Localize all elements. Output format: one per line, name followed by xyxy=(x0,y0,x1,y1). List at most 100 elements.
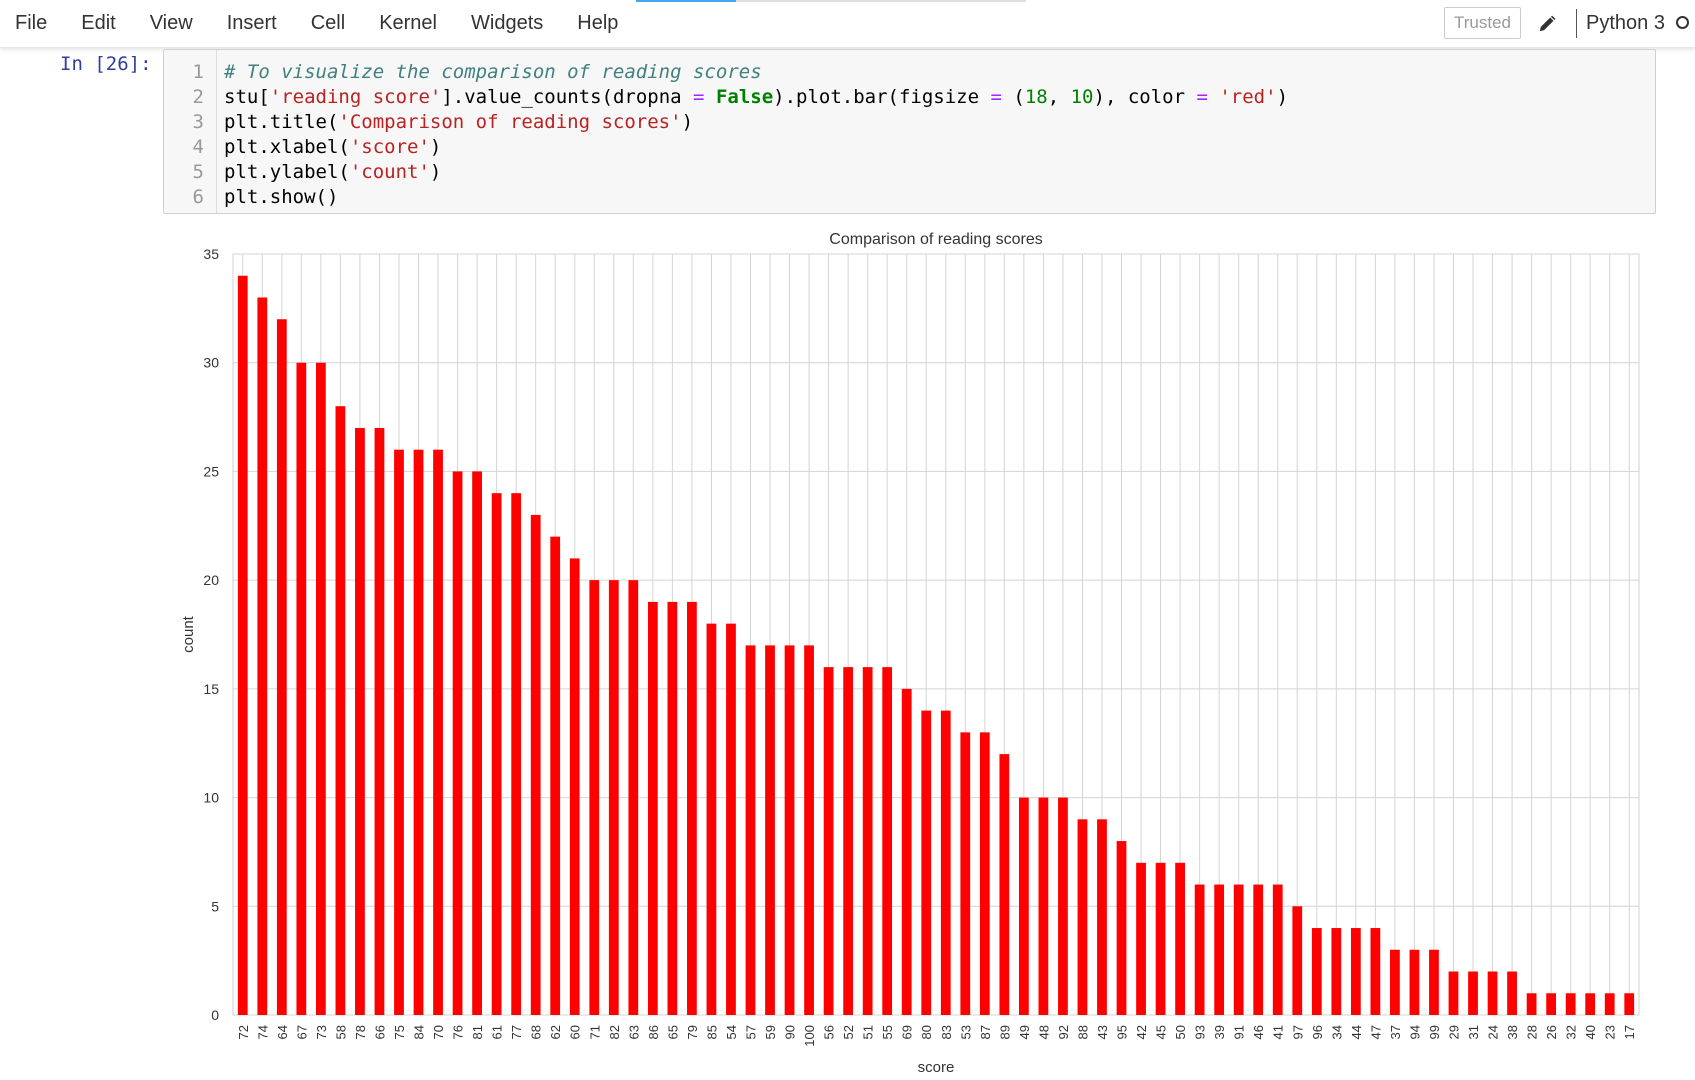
line-number: 3 xyxy=(192,111,204,133)
menu-kernel[interactable]: Kernel xyxy=(379,12,437,34)
bar xyxy=(804,645,814,1015)
code-token: ( xyxy=(1001,86,1025,108)
x-tick-label: 94 xyxy=(1407,1025,1422,1039)
bar xyxy=(628,580,639,1015)
bar xyxy=(355,427,365,1015)
bar xyxy=(550,536,561,1015)
code-input[interactable]: 1 # To visualize the comparison of readin… xyxy=(163,49,1656,214)
x-tick-label: 84 xyxy=(412,1025,427,1039)
menu-widgets[interactable]: Widgets xyxy=(471,12,544,34)
x-tick-label: 99 xyxy=(1427,1025,1442,1039)
x-tick-label: 23 xyxy=(1603,1025,1618,1039)
x-tick-label: 43 xyxy=(1095,1025,1110,1039)
bar xyxy=(901,688,912,1015)
menu-file[interactable]: File xyxy=(15,12,48,34)
x-tick-label: 75 xyxy=(392,1025,407,1039)
menu-insert[interactable]: Insert xyxy=(226,12,277,34)
bar xyxy=(1468,971,1478,1015)
x-tick-label: 69 xyxy=(900,1025,915,1039)
code-token: ) xyxy=(429,161,442,183)
bar xyxy=(1624,993,1635,1015)
code-token: plt.show() xyxy=(224,186,339,208)
x-tick-label: 77 xyxy=(509,1025,524,1039)
code-source: stu['reading score'].value_counts(dropna… xyxy=(224,85,1288,110)
x-tick-label: 52 xyxy=(841,1025,856,1039)
x-tick-label: 17 xyxy=(1622,1025,1637,1039)
x-tick-label: 91 xyxy=(1232,1025,1247,1039)
x-tick-label: 82 xyxy=(607,1025,622,1039)
bar xyxy=(1604,993,1615,1015)
bar xyxy=(276,319,287,1015)
bar xyxy=(765,645,775,1015)
code-token: = xyxy=(1196,86,1208,108)
x-tick-label: 50 xyxy=(1173,1025,1188,1039)
menu-bar: File Edit View Insert Cell Kernel Widget… xyxy=(0,0,1695,48)
code-line[interactable]: 1 # To visualize the comparison of readin… xyxy=(164,60,1655,85)
line-number: 1 xyxy=(192,61,204,83)
code-token: ].value_counts(dropna xyxy=(441,86,694,108)
bar xyxy=(940,710,951,1015)
bar xyxy=(1155,862,1166,1015)
menu-view[interactable]: View xyxy=(149,12,193,34)
bar xyxy=(647,601,658,1015)
x-tick-label: 56 xyxy=(822,1025,837,1039)
bar xyxy=(1507,971,1517,1015)
x-tick-label: 76 xyxy=(451,1025,466,1039)
code-token: 10 xyxy=(1070,86,1094,108)
bar xyxy=(296,362,307,1015)
code-token: stu[ xyxy=(224,86,270,108)
x-tick-label: 61 xyxy=(490,1025,505,1039)
bar xyxy=(1233,884,1244,1015)
code-line[interactable]: 5 plt.ylabel('count') xyxy=(164,160,1655,185)
menu-edit[interactable]: Edit xyxy=(81,12,116,34)
x-tick-label: 68 xyxy=(529,1025,544,1039)
code-token: , xyxy=(1047,86,1071,108)
code-line[interactable]: 2 stu['reading score'].value_counts(dropn… xyxy=(164,85,1655,110)
code-source: plt.xlabel('score') xyxy=(224,135,441,160)
x-tick-label: 72 xyxy=(236,1025,251,1039)
x-tick-label: 44 xyxy=(1349,1025,1364,1039)
x-tick-label: 80 xyxy=(919,1025,934,1039)
bar xyxy=(433,449,443,1015)
x-tick-label: 86 xyxy=(646,1025,661,1039)
bar xyxy=(843,667,854,1015)
x-tick-label: 45 xyxy=(1154,1025,1169,1039)
pencil-icon[interactable] xyxy=(1537,12,1559,34)
bar xyxy=(608,580,619,1015)
x-tick-label: 73 xyxy=(314,1025,329,1039)
y-tick-label: 30 xyxy=(203,355,219,371)
x-tick-label: 66 xyxy=(372,1025,387,1039)
bar xyxy=(921,710,932,1015)
bar xyxy=(1390,949,1400,1015)
bar xyxy=(511,493,522,1016)
bar xyxy=(1585,993,1596,1015)
bar xyxy=(374,427,385,1015)
bar xyxy=(335,406,346,1015)
x-tick-label: 95 xyxy=(1115,1025,1130,1039)
code-line[interactable]: 6 plt.show() xyxy=(164,185,1655,210)
code-token: ) xyxy=(429,136,442,158)
y-tick-label: 15 xyxy=(203,681,219,697)
bar xyxy=(706,623,717,1015)
kernel-name[interactable]: Python 3 xyxy=(1586,12,1665,34)
bar xyxy=(1018,797,1029,1015)
bar xyxy=(882,667,893,1015)
bar xyxy=(589,580,600,1015)
menu-help[interactable]: Help xyxy=(577,12,619,34)
code-line[interactable]: 3 plt.title('Comparison of reading scores… xyxy=(164,110,1655,135)
code-line[interactable]: 4 plt.xlabel('score') xyxy=(164,135,1655,160)
code-token: # To visualize the comparison of reading… xyxy=(224,61,762,83)
bar xyxy=(1038,797,1049,1015)
bar xyxy=(1214,884,1225,1015)
trusted-badge[interactable]: Trusted xyxy=(1444,7,1521,39)
x-tick-label: 60 xyxy=(568,1025,583,1039)
bar xyxy=(413,449,424,1015)
bar xyxy=(999,754,1010,1015)
x-tick-label: 58 xyxy=(333,1025,348,1039)
bar xyxy=(1487,971,1498,1015)
code-token: 'Comparison of reading scores' xyxy=(338,111,682,133)
x-tick-label: 24 xyxy=(1486,1025,1501,1039)
menu-cell[interactable]: Cell xyxy=(310,12,346,34)
x-tick-label: 78 xyxy=(353,1025,368,1039)
cell-prompt: In [26]: xyxy=(60,53,152,75)
